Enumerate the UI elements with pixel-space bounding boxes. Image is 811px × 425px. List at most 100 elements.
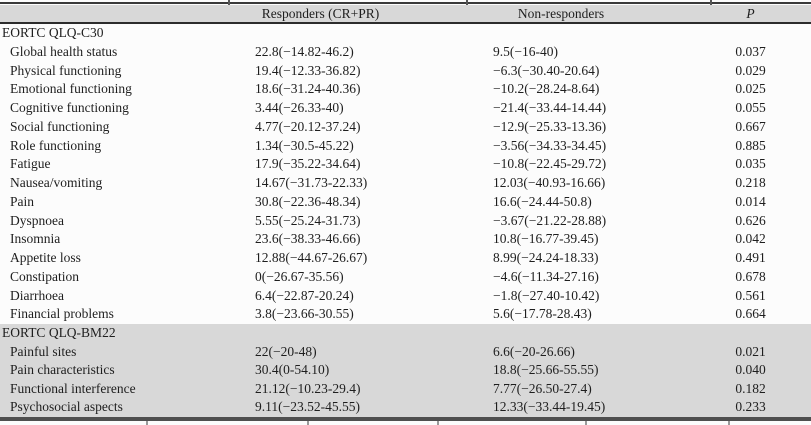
table-row: Functional interference 21.12(−10.23-29.4… — [0, 380, 811, 399]
table-row: Nausea/vomiting 14.67(−31.73-22.33) 12.03(… — [0, 174, 811, 193]
table-row: Emotional functioning 18.6(−31.24-40.36) −… — [0, 80, 811, 99]
non-responders-value: −6.3(−30.40-20.64) — [493, 62, 600, 78]
p-value: 0.014 — [735, 193, 766, 209]
table-row: Appetite loss 12.88(−44.67-26.67) 8.99(−24… — [0, 249, 811, 268]
responders-value: 19.4(−12.33-36.82) — [255, 62, 361, 78]
row-label: Physical functioning — [10, 62, 122, 78]
responders-value: 3.8(−23.66-30.55) — [255, 306, 354, 322]
section-header-row: EORTC QLQ-BM22 — [0, 324, 811, 343]
row-label: Dyspnoea — [10, 212, 64, 228]
non-responders-value: −10.8(−22.45-29.72) — [493, 156, 607, 172]
table-section: EORTC QLQ-BM22 Painful sites 22(−20-48) 6.6… — [0, 324, 811, 417]
non-responders-value: 12.33(−33.44-19.45) — [493, 399, 606, 415]
table-row: Psychosocial aspects 9.11(−23.52-45.55) 12… — [0, 398, 811, 417]
p-value: 0.561 — [735, 287, 766, 303]
row-label: Functional interference — [10, 380, 136, 396]
section-title: EORTC QLQ-C30 — [2, 25, 104, 40]
p-value: 0.667 — [735, 118, 766, 134]
row-label: Pain — [10, 193, 35, 209]
row-label: Fatigue — [10, 156, 51, 172]
responders-value: 3.44(−26.33-40) — [255, 100, 344, 115]
non-responders-value: 12.03(−40.93-16.66) — [493, 175, 606, 190]
non-responders-value: −12.9(−25.33-13.36) — [493, 118, 607, 134]
table-row: Dyspnoea 5.55(−25.24-31.73) −3.67(−21.22-2… — [0, 212, 811, 231]
p-value: 0.025 — [735, 81, 766, 97]
row-label: Nausea/vomiting — [10, 175, 103, 190]
responders-value: 17.9(−35.22-34.64) — [255, 156, 361, 172]
table-row: Pain 30.8(−22.36-48.34) 16.6(−24.44-50.8) 0… — [0, 193, 811, 212]
table-header-row: Responders (CR+PR) Non-responders P — [0, 4, 811, 22]
column-header-responders: Responders (CR+PR) — [261, 5, 380, 21]
p-value: 0.885 — [735, 137, 766, 153]
row-label: Pain characteristics — [10, 362, 115, 378]
row-label: Cognitive functioning — [10, 100, 129, 115]
table-row: Financial problems 3.8(−23.66-30.55) 5.6(−… — [0, 305, 811, 324]
p-value: 0.021 — [735, 343, 766, 359]
non-responders-value: 5.6(−17.78-28.43) — [493, 306, 592, 322]
column-rule-tick — [146, 420, 148, 425]
column-rule-tick — [728, 420, 730, 425]
p-value: 0.029 — [735, 62, 766, 78]
p-value: 0.491 — [735, 250, 766, 265]
row-label: Psychosocial aspects — [10, 399, 123, 415]
section-title: EORTC QLQ-BM22 — [2, 325, 116, 340]
responders-value: 0(−26.67-35.56) — [255, 268, 344, 284]
p-value: 0.035 — [735, 156, 766, 172]
p-value: 0.218 — [735, 175, 766, 190]
table-row: Physical functioning 19.4(−12.33-36.82) −6… — [0, 62, 811, 81]
table-row: Fatigue 17.9(−35.22-34.64) −10.8(−22.45-29… — [0, 155, 811, 174]
p-value: 0.626 — [735, 212, 766, 228]
column-rule-tick — [228, 0, 230, 6]
table-row: Insomnia 23.6(−38.33-46.66) 10.8(−16.77-39… — [0, 230, 811, 249]
row-label: Financial problems — [10, 306, 114, 322]
responders-value: 9.11(−23.52-45.55) — [255, 399, 360, 415]
table-row: Global health status 22.8(−14.82-46.2) 9.5… — [0, 43, 811, 62]
table-header-rule — [0, 21, 811, 24]
p-value: 0.055 — [735, 100, 766, 115]
responders-value: 4.77(−20.12-37.24) — [255, 118, 361, 134]
non-responders-value: −1.8(−27.40-10.42) — [493, 287, 600, 303]
row-label: Role functioning — [10, 137, 102, 153]
table-body: EORTC QLQ-C30 Global health status 22.8(−1… — [0, 24, 811, 417]
table-row: Painful sites 22(−20-48) 6.6(−20-26.66) 0.0… — [0, 343, 811, 362]
row-label: Appetite loss — [10, 250, 81, 265]
p-value: 0.040 — [735, 362, 766, 378]
non-responders-value: 6.6(−20-26.66) — [493, 343, 575, 359]
non-responders-value: −10.2(−28.24-8.64) — [493, 81, 600, 97]
p-value: 0.664 — [735, 306, 766, 322]
row-label: Diarrhoea — [10, 287, 64, 303]
non-responders-value: 7.77(−26.50-27.4) — [493, 380, 592, 396]
responders-value: 22.8(−14.82-46.2) — [255, 43, 354, 59]
p-value: 0.233 — [735, 399, 766, 415]
table-top-rule — [0, 2, 811, 4]
responders-value: 1.34(−30.5-45.22) — [255, 137, 354, 153]
table-row: Role functioning 1.34(−30.5-45.22) −3.56(−… — [0, 137, 811, 156]
responders-value: 14.67(−31.73-22.33) — [255, 175, 368, 190]
column-header-p-value: P — [746, 5, 755, 21]
responders-value: 21.12(−10.23-29.4) — [255, 380, 361, 396]
non-responders-value: 10.8(−16.77-39.45) — [493, 231, 599, 247]
row-label: Painful sites — [10, 343, 77, 359]
responders-value: 30.8(−22.36-48.34) — [255, 193, 361, 209]
non-responders-value: −3.67(−21.22-28.88) — [493, 212, 607, 228]
non-responders-value: 16.6(−24.44-50.8) — [493, 193, 592, 209]
non-responders-value: 8.99(−24.24-18.33) — [493, 250, 599, 265]
non-responders-value: −4.6(−11.34-27.16) — [493, 268, 599, 284]
column-rule-tick — [307, 420, 309, 425]
responders-value: 12.88(−44.67-26.67) — [255, 250, 368, 265]
responders-value: 30.4(0-54.10) — [255, 362, 330, 378]
p-value: 0.678 — [735, 268, 766, 284]
responders-value: 6.4(−22.87-20.24) — [255, 287, 354, 303]
table-bottom-rule — [0, 417, 811, 421]
row-label: Global health status — [10, 43, 118, 59]
table-row: Pain characteristics 30.4(0-54.10) 18.8(−2… — [0, 361, 811, 380]
table-row: Diarrhoea 6.4(−22.87-20.24) −1.8(−27.40-10… — [0, 287, 811, 306]
column-rule-tick — [585, 420, 587, 425]
non-responders-value: 9.5(−16-40) — [493, 43, 558, 59]
row-label: Insomnia — [10, 231, 61, 247]
non-responders-value: 18.8(−25.66-55.55) — [493, 362, 599, 378]
non-responders-value: −21.4(−33.44-14.44) — [493, 100, 607, 115]
column-rule-tick — [437, 420, 439, 425]
p-value: 0.037 — [735, 43, 766, 59]
